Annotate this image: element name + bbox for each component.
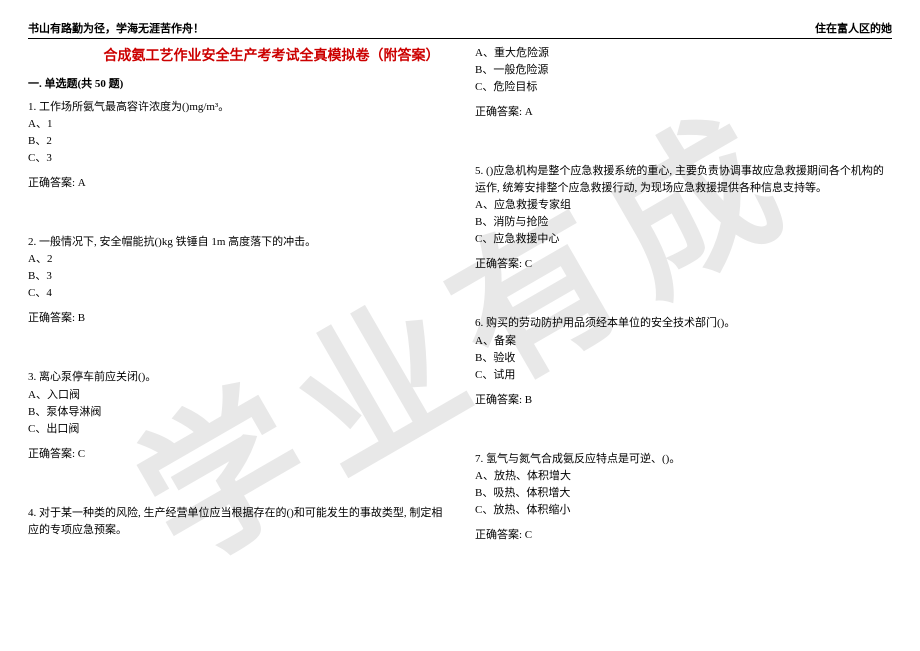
q5-optA: A、应急救援专家组 <box>475 197 892 214</box>
q3-stem: 3. 离心泵停车前应关闭()。 <box>28 369 445 386</box>
q1-optC: C、3 <box>28 150 445 167</box>
question-4-cont: A、重大危险源 B、一般危险源 C、危险目标 正确答案: A <box>475 45 892 121</box>
q2-optA: A、2 <box>28 251 445 268</box>
question-6: 6. 购买的劳动防护用品须经本单位的安全技术部门()。 A、备案 B、验收 C、… <box>475 315 892 408</box>
q5-optC: C、应急救援中心 <box>475 231 892 248</box>
q6-optA: A、备案 <box>475 333 892 350</box>
q6-answer: 正确答案: B <box>475 392 892 409</box>
q3-optA: A、入口阀 <box>28 387 445 404</box>
section-heading: 一. 单选题(共 50 题) <box>28 75 445 91</box>
q4-stem: 4. 对于某一种类的风险, 生产经营单位应当根据存在的()和可能发生的事故类型,… <box>28 505 445 539</box>
question-5: 5. ()应急机构是整个应急救援系统的重心, 主要负责协调事故应急救援期间各个机… <box>475 163 892 273</box>
q3-optB: B、泵体导淋阀 <box>28 404 445 421</box>
q7-stem: 7. 氢气与氮气合成氨反应特点是可逆、()。 <box>475 451 892 468</box>
q4-optA: A、重大危险源 <box>475 45 892 62</box>
page-container: 书山有路勤为径，学海无涯苦作舟！ 住在富人区的她 合成氨工艺作业安全生产考考试全… <box>0 0 920 564</box>
header-right: 住在富人区的她 <box>815 20 892 36</box>
q2-optB: B、3 <box>28 268 445 285</box>
q7-optA: A、放热、体积增大 <box>475 468 892 485</box>
q7-optC: C、放热、体积缩小 <box>475 502 892 519</box>
q4-optC: C、危险目标 <box>475 79 892 96</box>
page-header: 书山有路勤为径，学海无涯苦作舟！ 住在富人区的她 <box>28 20 892 39</box>
q6-optB: B、验收 <box>475 350 892 367</box>
q1-optB: B、2 <box>28 133 445 150</box>
q1-answer: 正确答案: A <box>28 175 445 192</box>
q7-answer: 正确答案: C <box>475 527 892 544</box>
question-7: 7. 氢气与氮气合成氨反应特点是可逆、()。 A、放热、体积增大 B、吸热、体积… <box>475 451 892 544</box>
left-column: 合成氨工艺作业安全生产考考试全真模拟卷（附答案） 一. 单选题(共 50 题) … <box>28 45 445 544</box>
q3-optC: C、出口阀 <box>28 421 445 438</box>
q1-optA: A、1 <box>28 116 445 133</box>
content-columns: 合成氨工艺作业安全生产考考试全真模拟卷（附答案） 一. 单选题(共 50 题) … <box>28 45 892 544</box>
q3-answer: 正确答案: C <box>28 446 445 463</box>
question-2: 2. 一般情况下, 安全帽能抗()kg 铁锤自 1m 高度落下的冲击。 A、2 … <box>28 234 445 327</box>
q6-stem: 6. 购买的劳动防护用品须经本单位的安全技术部门()。 <box>475 315 892 332</box>
q2-answer: 正确答案: B <box>28 310 445 327</box>
question-3: 3. 离心泵停车前应关闭()。 A、入口阀 B、泵体导淋阀 C、出口阀 正确答案… <box>28 369 445 462</box>
q2-optC: C、4 <box>28 285 445 302</box>
q5-stem: 5. ()应急机构是整个应急救援系统的重心, 主要负责协调事故应急救援期间各个机… <box>475 163 892 197</box>
right-column: A、重大危险源 B、一般危险源 C、危险目标 正确答案: A 5. ()应急机构… <box>475 45 892 544</box>
exam-title: 合成氨工艺作业安全生产考考试全真模拟卷（附答案） <box>98 45 445 65</box>
q4-optB: B、一般危险源 <box>475 62 892 79</box>
header-left: 书山有路勤为径，学海无涯苦作舟！ <box>28 20 204 36</box>
q5-answer: 正确答案: C <box>475 256 892 273</box>
question-1: 1. 工作场所氨气最高容许浓度为()mg/m³。 A、1 B、2 C、3 正确答… <box>28 99 445 192</box>
q2-stem: 2. 一般情况下, 安全帽能抗()kg 铁锤自 1m 高度落下的冲击。 <box>28 234 445 251</box>
q4-answer: 正确答案: A <box>475 104 892 121</box>
q7-optB: B、吸热、体积增大 <box>475 485 892 502</box>
q5-optB: B、消防与抢险 <box>475 214 892 231</box>
q6-optC: C、试用 <box>475 367 892 384</box>
q1-stem: 1. 工作场所氨气最高容许浓度为()mg/m³。 <box>28 99 445 116</box>
question-4: 4. 对于某一种类的风险, 生产经营单位应当根据存在的()和可能发生的事故类型,… <box>28 505 445 539</box>
